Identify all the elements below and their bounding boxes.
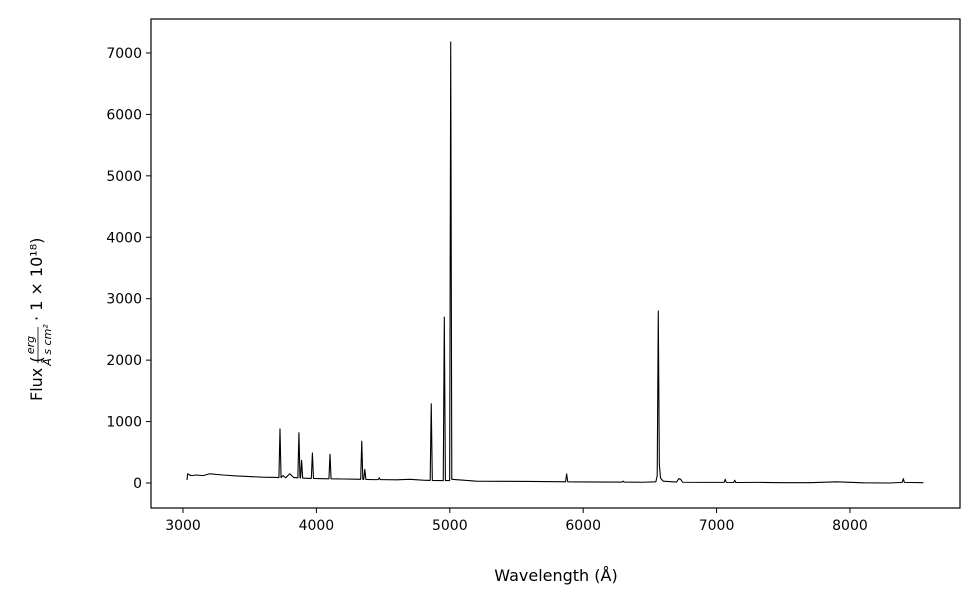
x-tick-label: 3000 xyxy=(165,518,201,534)
x-tick-label: 4000 xyxy=(299,518,335,534)
y-tick-label: 2000 xyxy=(106,353,142,369)
x-tick-label: 5000 xyxy=(432,518,468,534)
y-tick-label: 1000 xyxy=(106,415,142,431)
spectrum-line xyxy=(186,41,924,484)
y-tick-label: 7000 xyxy=(106,46,142,62)
x-axis-label: Wavelength (Å) xyxy=(494,566,617,585)
y-label-unit-denominator: Å s cm² xyxy=(41,324,54,367)
y-tick-label: 4000 xyxy=(106,230,142,246)
y-tick-label: 5000 xyxy=(106,169,142,185)
y-tick-label: 3000 xyxy=(106,292,142,308)
y-label-unit-numerator: erg xyxy=(24,336,37,354)
plot-frame xyxy=(150,18,961,509)
y-axis-label: Flux ( erg Å s cm² · 1 × 10¹⁸) xyxy=(24,238,54,401)
x-tick-label: 8000 xyxy=(832,518,868,534)
x-tick-label: 6000 xyxy=(565,518,601,534)
x-tick-label: 7000 xyxy=(699,518,735,534)
y-tick-label: 6000 xyxy=(106,107,142,123)
y-label-text: Flux ( xyxy=(27,356,46,401)
y-tick-label: 0 xyxy=(133,476,142,492)
y-label-factor: · 1 × 10¹⁸) xyxy=(27,238,46,321)
